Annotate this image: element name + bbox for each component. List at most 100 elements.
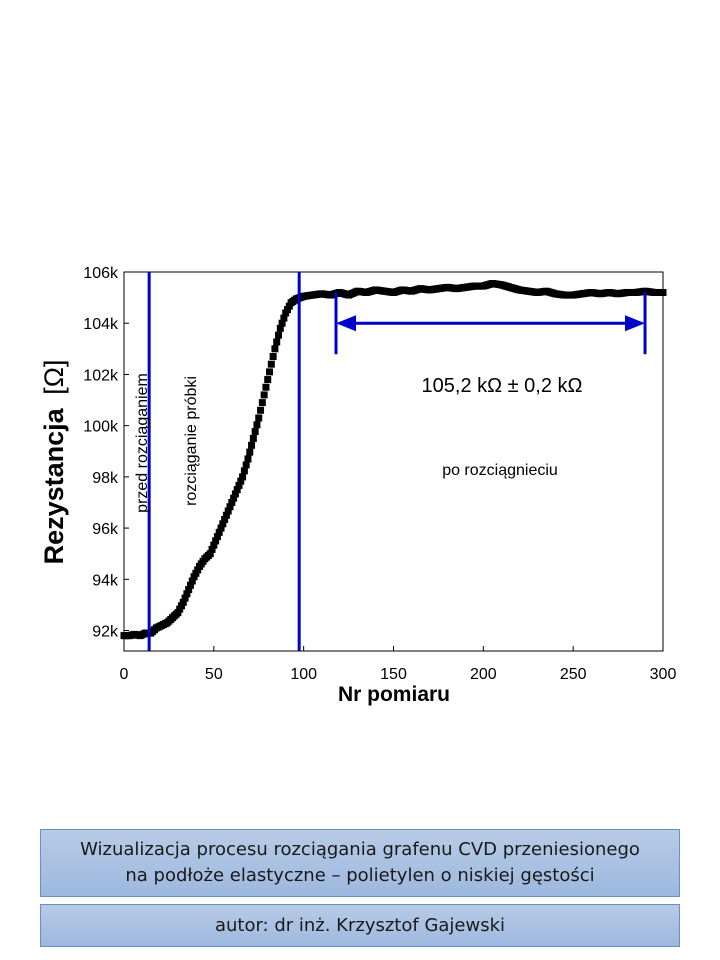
data-point [240, 467, 248, 475]
data-point [487, 280, 495, 288]
data-point [181, 594, 189, 602]
y-tick-labels: 92k 94k 96k 98k 100k 102k 104k 106k [83, 265, 119, 641]
caption-line-2: na podłoże elastyczne – polietylen o nis… [125, 865, 595, 886]
data-point [316, 290, 324, 298]
data-point [167, 615, 175, 623]
data-point [183, 590, 191, 598]
data-point [242, 461, 250, 469]
annotation-after-stretching: po rozciągnieciu [442, 462, 558, 479]
data-point [496, 281, 504, 289]
data-point [221, 516, 229, 524]
data-point [266, 368, 274, 376]
data-point [433, 285, 441, 293]
data-point [251, 428, 259, 436]
y-tick-label: 98k [92, 470, 119, 487]
data-point [262, 383, 270, 391]
data-point [567, 291, 575, 299]
data-point [253, 421, 261, 429]
data-point [424, 286, 432, 294]
data-point [269, 353, 277, 361]
data-point [267, 360, 275, 368]
data-point [230, 494, 238, 502]
data-point [228, 498, 236, 506]
data-point [134, 631, 142, 639]
data-point [161, 620, 169, 628]
y-axis-label: Rezystancja [Ω] [39, 360, 69, 565]
data-point [451, 284, 459, 292]
data-point [185, 586, 193, 594]
data-point [231, 490, 239, 498]
data-point [208, 545, 216, 553]
data-point [558, 291, 566, 299]
data-point [278, 319, 286, 327]
data-point [612, 290, 620, 298]
data-point [224, 507, 232, 515]
data-point [219, 520, 227, 528]
x-tick-label: 50 [205, 666, 223, 683]
data-point [307, 291, 315, 299]
data-point [522, 287, 530, 295]
caption-text: Wizualizacja procesu rozciągania grafenu… [80, 837, 640, 889]
data-point [379, 287, 387, 295]
resistance-chart: 92k 94k 96k 98k 100k 102k 104k 106k 0 50 100 150 20… [39, 265, 677, 706]
data-point [226, 503, 234, 511]
data-point [249, 434, 257, 442]
data-point [657, 288, 665, 296]
x-tick-label: 150 [380, 666, 407, 683]
data-point [276, 324, 284, 332]
data-point [244, 455, 252, 463]
data-point [298, 293, 306, 301]
data-point [280, 314, 288, 322]
range-arrow-head-right [625, 315, 646, 332]
data-point [246, 448, 254, 456]
data-point [248, 441, 256, 449]
y-axis-label-text: Rezystancja [39, 407, 69, 564]
data-point [273, 338, 281, 346]
annotation-before-stretching: przed rozciąganiem [134, 373, 151, 513]
annotation-overlay [147, 272, 647, 651]
data-point [275, 331, 283, 339]
y-axis-label-unit: [Ω] [39, 360, 69, 395]
data-point [186, 581, 194, 589]
data-point [177, 602, 185, 610]
data-point [540, 287, 548, 295]
data-point [469, 282, 477, 290]
data-point [291, 296, 299, 304]
y-tick-label: 102k [83, 367, 119, 384]
data-point [531, 288, 539, 296]
x-tick-labels: 0 50 100 150 200 250 300 [120, 666, 677, 683]
y-tick-label: 100k [83, 419, 119, 436]
data-point [264, 376, 272, 384]
data-point [151, 626, 159, 634]
data-point [271, 345, 279, 353]
data-point [648, 288, 656, 296]
data-point [140, 630, 148, 638]
data-point [213, 533, 221, 541]
data-point [397, 286, 405, 294]
data-point [513, 285, 521, 293]
data-point [210, 541, 218, 549]
data-point [233, 486, 241, 494]
data-point [630, 288, 638, 296]
author-text: autor: dr inż. Krzysztof Gajewski [214, 914, 506, 936]
x-axis-label: Nr pomiaru [338, 683, 450, 706]
data-point [239, 473, 247, 481]
x-tick-label: 0 [120, 666, 129, 683]
data-point [124, 632, 132, 640]
data-point [388, 288, 396, 296]
axis-ticks [123, 271, 664, 651]
data-point [204, 551, 212, 559]
x-tick-label: 100 [290, 666, 317, 683]
data-point [129, 631, 137, 639]
data-point [188, 577, 196, 585]
data-point [215, 528, 223, 536]
data-point [343, 291, 351, 299]
data-point [585, 289, 593, 297]
data-point [352, 288, 360, 296]
data-point [478, 282, 486, 290]
data-point [199, 557, 207, 565]
data-point [285, 302, 293, 310]
data-point [257, 406, 265, 414]
range-arrow-head-left [336, 315, 357, 332]
data-point [621, 289, 629, 297]
